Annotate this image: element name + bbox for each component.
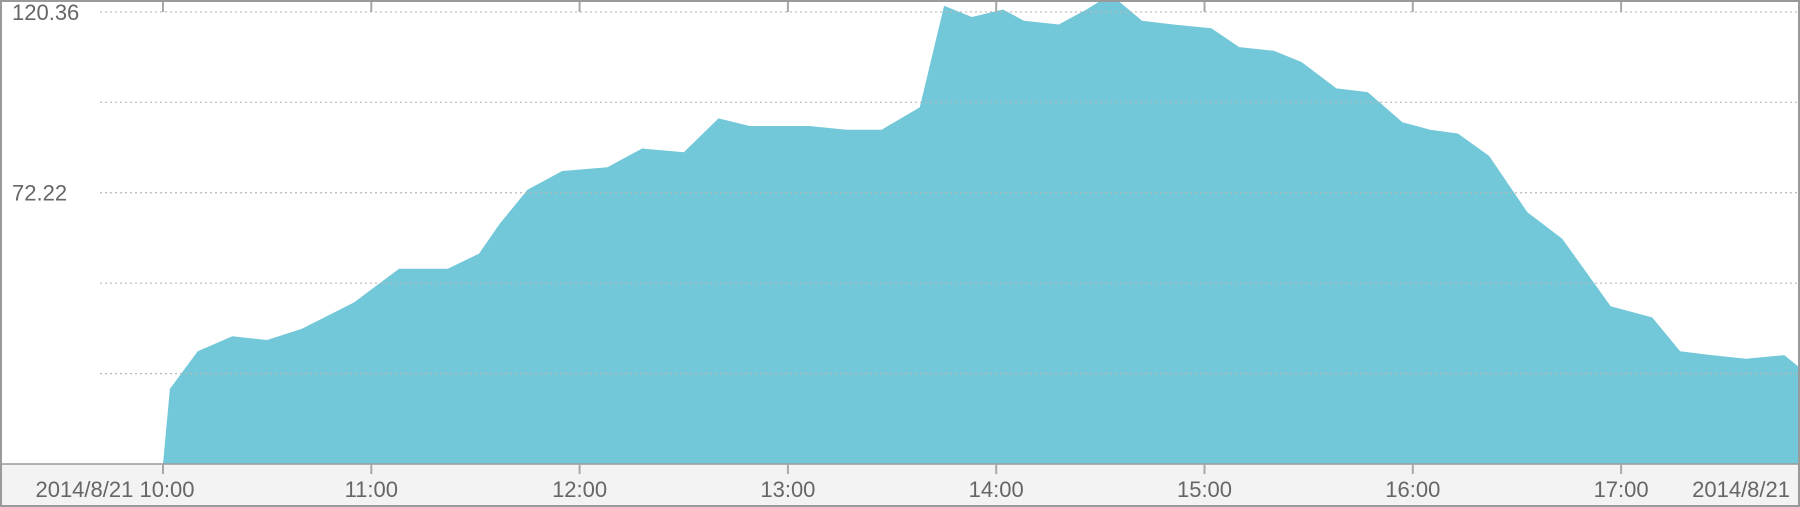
x-tick-label-7: 17:00 [1594,477,1649,502]
series-area-5 [163,0,1798,464]
x-tick-label-1: 11:00 [345,477,398,502]
x-tick-label-8: 2014/8/21 [1692,477,1790,502]
x-tick-label-2: 12:00 [552,477,607,502]
x-tick-label-5: 15:00 [1177,477,1232,502]
x-tick-label-0: 2014/8/21 10:00 [35,477,194,502]
areas-layer [163,0,1798,464]
y-tick-label-0: 120.36 [12,0,79,25]
grid-layer: 120.36 72.22 [12,0,1798,375]
y-tick-label-1: 72.22 [12,181,67,206]
x-tick-label-6: 16:00 [1385,477,1440,502]
x-axis-band [0,464,1800,507]
x-tick-label-4: 14:00 [969,477,1024,502]
x-tick-label-3: 13:00 [760,477,815,502]
